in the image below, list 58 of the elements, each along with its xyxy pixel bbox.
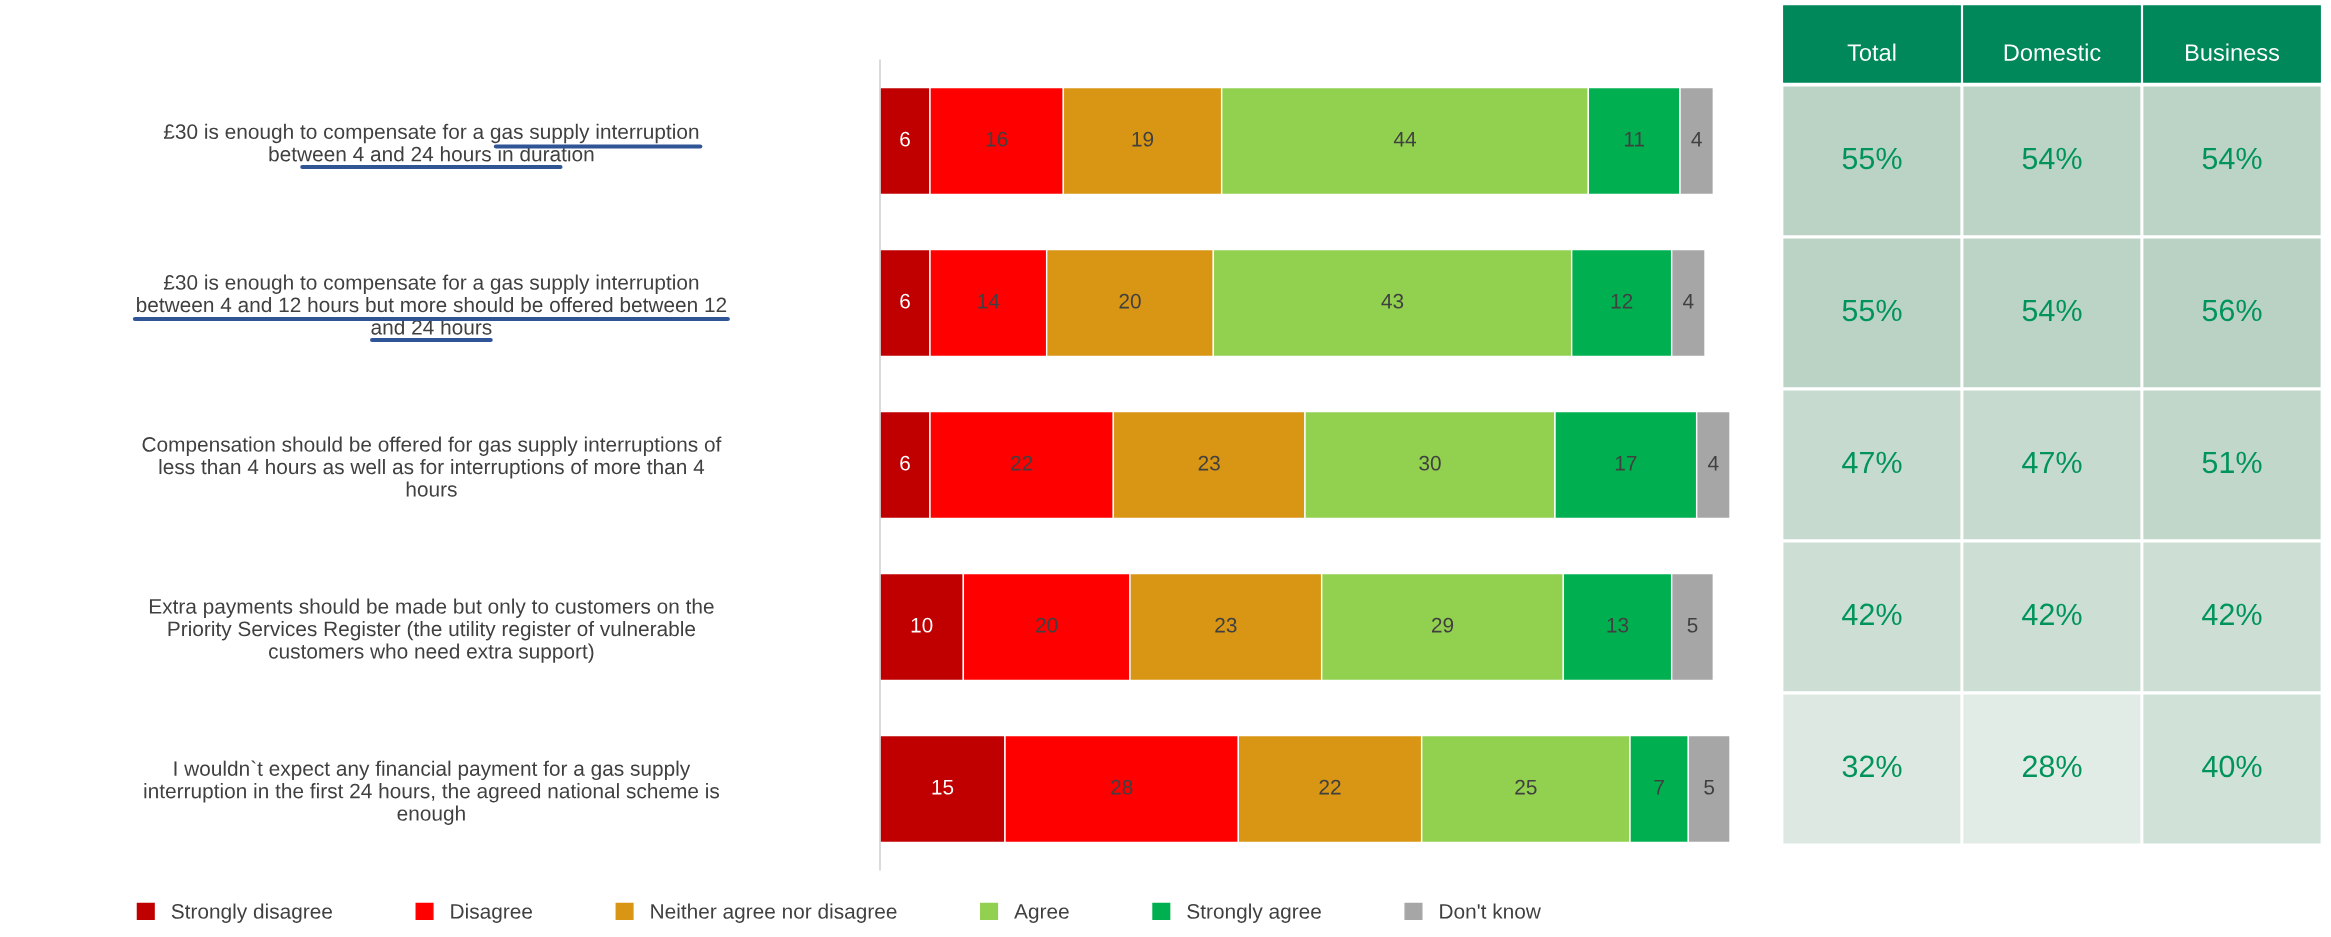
data-label: 54% xyxy=(2022,147,2082,170)
y-tick-label: I wouldn`t expect any financial payment for a gas supply interruption in the first 24 hours, the agreed national scheme is enough xyxy=(144,760,720,825)
data-label: 5 xyxy=(1704,780,1715,795)
data-label: 40% xyxy=(2202,755,2262,778)
data-label: 4 xyxy=(1691,132,1702,147)
data-label: 54% xyxy=(2022,299,2082,322)
y-tick-label: Extra payments should be made but only to customers on the Priority Services Register (the utility register of vulnerable customers who need extra support) xyxy=(149,598,714,663)
data-label: 6 xyxy=(900,455,910,471)
data-label: 25 xyxy=(1515,779,1537,795)
data-label: 10 xyxy=(911,617,933,633)
data-label: 20 xyxy=(1036,617,1058,633)
data-label: 4 xyxy=(1708,456,1719,471)
data-label: 15 xyxy=(932,780,954,795)
data-label: 55% xyxy=(1842,299,1902,322)
y-tick-label: Compensation should be offered for gas supply interruptions of less than 4 hours as well as for interruptions of more than 4 hours xyxy=(142,436,722,497)
x-tick-label: Total xyxy=(1847,43,1896,61)
legend-label: Agree xyxy=(1014,904,1069,923)
data-label: 47% xyxy=(1842,451,1902,474)
y-tick-label: £30 is enough to compensate for a gas supply interruption between 4 and 24 hours in duration xyxy=(163,123,699,162)
data-label: 16 xyxy=(986,131,1008,147)
data-label: 23 xyxy=(1198,455,1220,471)
x-tick-label: Domestic xyxy=(2004,43,2101,61)
data-label: 30 xyxy=(1419,455,1441,471)
data-label: 29 xyxy=(1431,617,1454,633)
data-label: 43 xyxy=(1381,293,1404,309)
data-label: 6 xyxy=(900,131,910,147)
data-label: 7 xyxy=(1654,780,1664,795)
data-label: 5 xyxy=(1687,618,1698,633)
data-label: 13 xyxy=(1607,617,1629,633)
data-label: 47% xyxy=(2022,451,2082,474)
data-label: 6 xyxy=(900,293,910,309)
data-label: 42% xyxy=(1842,603,1902,626)
data-label: 44 xyxy=(1393,132,1416,147)
data-label: 12 xyxy=(1611,293,1633,309)
data-label: 32% xyxy=(1842,755,1902,778)
data-label: 42% xyxy=(2022,603,2082,626)
data-label: 51% xyxy=(2202,451,2262,474)
legend-label: Disagree xyxy=(451,903,532,923)
data-label: 55% xyxy=(1842,147,1902,170)
data-label: 22 xyxy=(1011,455,1033,471)
x-tick-label: Business xyxy=(2186,43,2280,61)
legend-label: Don't know xyxy=(1440,903,1541,919)
data-label: 42% xyxy=(2202,603,2262,626)
legend-label: Neither agree nor disagree xyxy=(651,903,897,923)
data-label: 17 xyxy=(1615,456,1637,471)
data-label: 28 xyxy=(1111,779,1133,795)
data-label: 56% xyxy=(2202,299,2262,322)
legend-label: Strongly agree xyxy=(1187,903,1321,923)
data-label: 28% xyxy=(2022,755,2082,778)
data-label: 54% xyxy=(2202,147,2262,170)
data-label: 22 xyxy=(1319,779,1341,795)
data-label: 4 xyxy=(1683,294,1694,309)
data-label: 23 xyxy=(1215,617,1237,633)
data-label: 20 xyxy=(1119,293,1141,309)
data-label: 19 xyxy=(1132,131,1154,147)
data-label: 14 xyxy=(978,294,1000,309)
data-label: 11 xyxy=(1624,132,1644,147)
legend-label: Strongly disagree xyxy=(171,903,332,923)
